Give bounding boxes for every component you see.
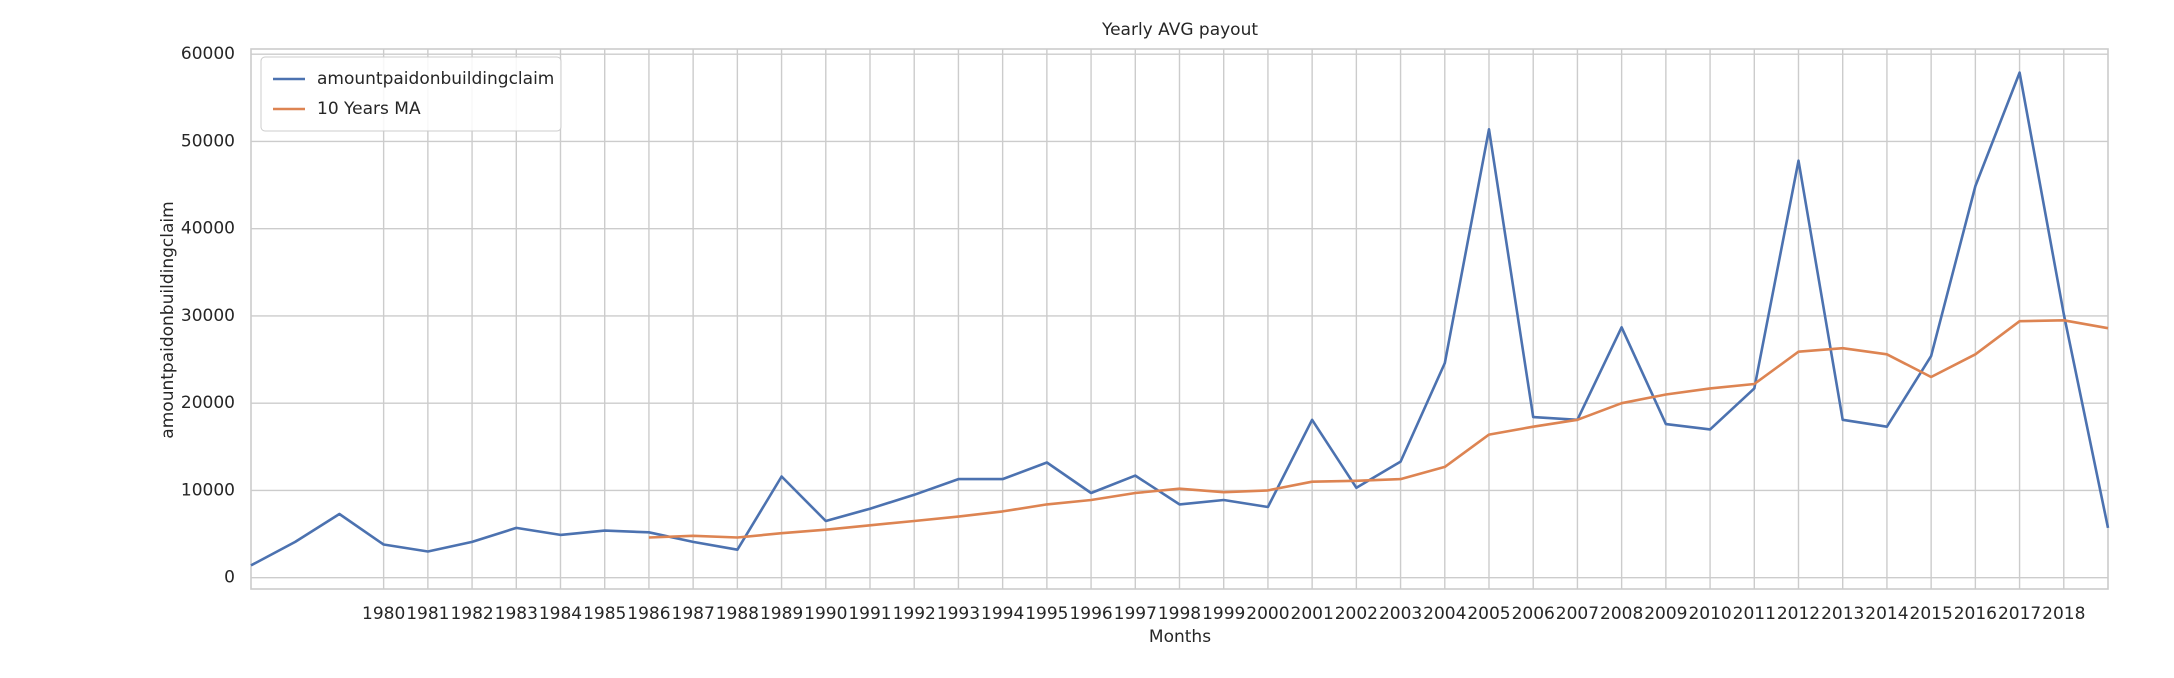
x-tick-label: 1981: [406, 604, 449, 624]
x-tick-label: 2011: [1733, 604, 1776, 624]
x-tick-label: 2015: [1910, 604, 1953, 624]
y-axis-label: amountpaidonbuildingclaim: [158, 201, 178, 438]
x-tick-label: 2007: [1556, 604, 1599, 624]
y-tick-label: 10000: [181, 480, 235, 500]
series-line: [250, 71, 2110, 567]
x-tick-label: 1988: [716, 604, 759, 624]
y-tick-label: 40000: [181, 219, 235, 239]
x-tick-label: 1998: [1158, 604, 1201, 624]
legend-label: amountpaidonbuildingclaim: [317, 69, 554, 89]
x-tick-label: 2003: [1379, 604, 1422, 624]
x-tick-label: 2008: [1600, 604, 1643, 624]
x-tick-label: 1995: [1025, 604, 1068, 624]
y-tick-label: 60000: [181, 44, 235, 64]
x-tick-label: 2016: [1954, 604, 1997, 624]
x-tick-label: 1991: [848, 604, 891, 624]
x-tick-label: 2018: [2042, 604, 2085, 624]
x-tick-label: 2012: [1777, 604, 1820, 624]
x-tick-label: 1999: [1202, 604, 1245, 624]
x-tick-label: 1983: [495, 604, 538, 624]
legend-box: [260, 56, 562, 132]
x-tick-label: 2000: [1246, 604, 1289, 624]
x-tick-label: 1987: [672, 604, 715, 624]
legend-label: 10 Years MA: [317, 99, 421, 119]
x-tick-label: 2004: [1423, 604, 1466, 624]
plot-frame: [250, 48, 2109, 590]
chart-title: Yearly AVG payout: [1101, 20, 1258, 40]
x-tick-label: 2013: [1821, 604, 1864, 624]
x-tick-label: 1984: [539, 604, 582, 624]
x-tick-label: 1996: [1069, 604, 1112, 624]
x-tick-label: 1994: [981, 604, 1024, 624]
y-tick-label: 20000: [181, 393, 235, 413]
x-tick-label: 2002: [1335, 604, 1378, 624]
x-tick-label: 1986: [627, 604, 670, 624]
x-tick-label: 1992: [893, 604, 936, 624]
y-tick-label: 0: [224, 568, 235, 588]
x-tick-label: 2017: [1998, 604, 2041, 624]
x-tick-label: 2009: [1644, 604, 1687, 624]
x-tick-label: 1990: [804, 604, 847, 624]
x-tick-label: 2010: [1688, 604, 1731, 624]
x-tick-label: 2005: [1467, 604, 1510, 624]
x-tick-label: 1997: [1114, 604, 1157, 624]
x-tick-label: 2006: [1512, 604, 1555, 624]
x-tick-label: 2014: [1865, 604, 1908, 624]
x-tick-label: 1980: [362, 604, 405, 624]
y-tick-label: 50000: [181, 131, 235, 151]
x-tick-label: 1993: [937, 604, 980, 624]
y-tick-label: 30000: [181, 306, 235, 326]
x-axis-label: Months: [1149, 627, 1211, 647]
x-tick-label: 1989: [760, 604, 803, 624]
x-tick-label: 1982: [450, 604, 493, 624]
series-line: [648, 319, 2109, 539]
x-tick-label: 2001: [1291, 604, 1334, 624]
x-tick-label: 1985: [583, 604, 626, 624]
